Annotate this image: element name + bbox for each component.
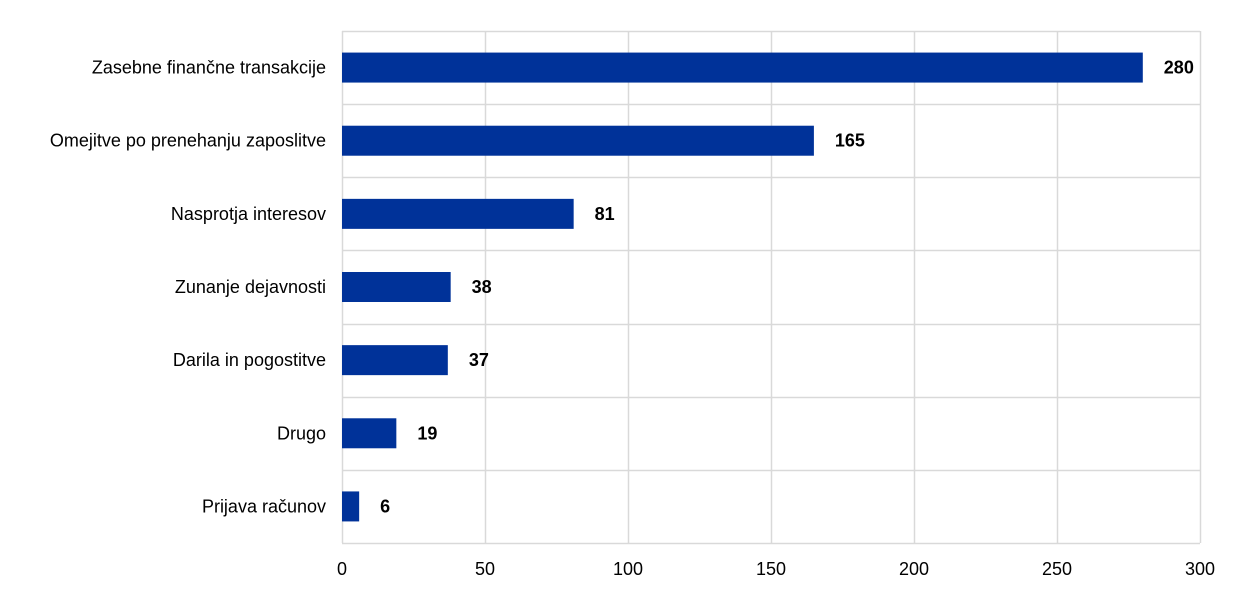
- x-tick-label: 200: [899, 559, 929, 579]
- data-label: 165: [835, 131, 865, 151]
- x-tick-label: 250: [1042, 559, 1072, 579]
- data-label: 38: [472, 277, 492, 297]
- category-label: Nasprotja interesov: [171, 204, 326, 224]
- bar: [342, 52, 1143, 83]
- x-tick-label: 150: [756, 559, 786, 579]
- category-label: Zasebne finančne transakcije: [92, 58, 326, 78]
- bar: [342, 272, 451, 302]
- bar: [342, 418, 397, 449]
- bar: [342, 345, 448, 376]
- bar: [342, 198, 574, 229]
- bar: [342, 125, 814, 156]
- category-label: Darila in pogostitve: [173, 350, 326, 370]
- data-label: 19: [417, 423, 437, 443]
- x-tick-label: 50: [475, 559, 495, 579]
- data-label: 81: [595, 204, 615, 224]
- x-tick-label: 300: [1185, 559, 1215, 579]
- category-labels: Zasebne finančne transakcije Omejitve po …: [50, 58, 326, 517]
- data-labels: 280 165 81 38 37 19 6: [380, 58, 1194, 517]
- x-tick-label: 100: [613, 559, 643, 579]
- category-label: Omejitve po prenehanju zaposlitve: [50, 131, 326, 151]
- bar: [342, 491, 360, 522]
- data-label: 6: [380, 496, 390, 516]
- data-label: 37: [469, 350, 489, 370]
- category-label: Prijava računov: [202, 496, 326, 516]
- x-axis-tick-labels: 0 50 100 150 200 250 300: [337, 559, 1215, 579]
- grid-lines: [341, 30, 1202, 545]
- x-tick-label: 0: [337, 559, 347, 579]
- data-label: 280: [1164, 58, 1194, 78]
- category-label: Drugo: [277, 423, 326, 443]
- bars: [342, 52, 1143, 522]
- category-label: Zunanje dejavnosti: [175, 277, 326, 297]
